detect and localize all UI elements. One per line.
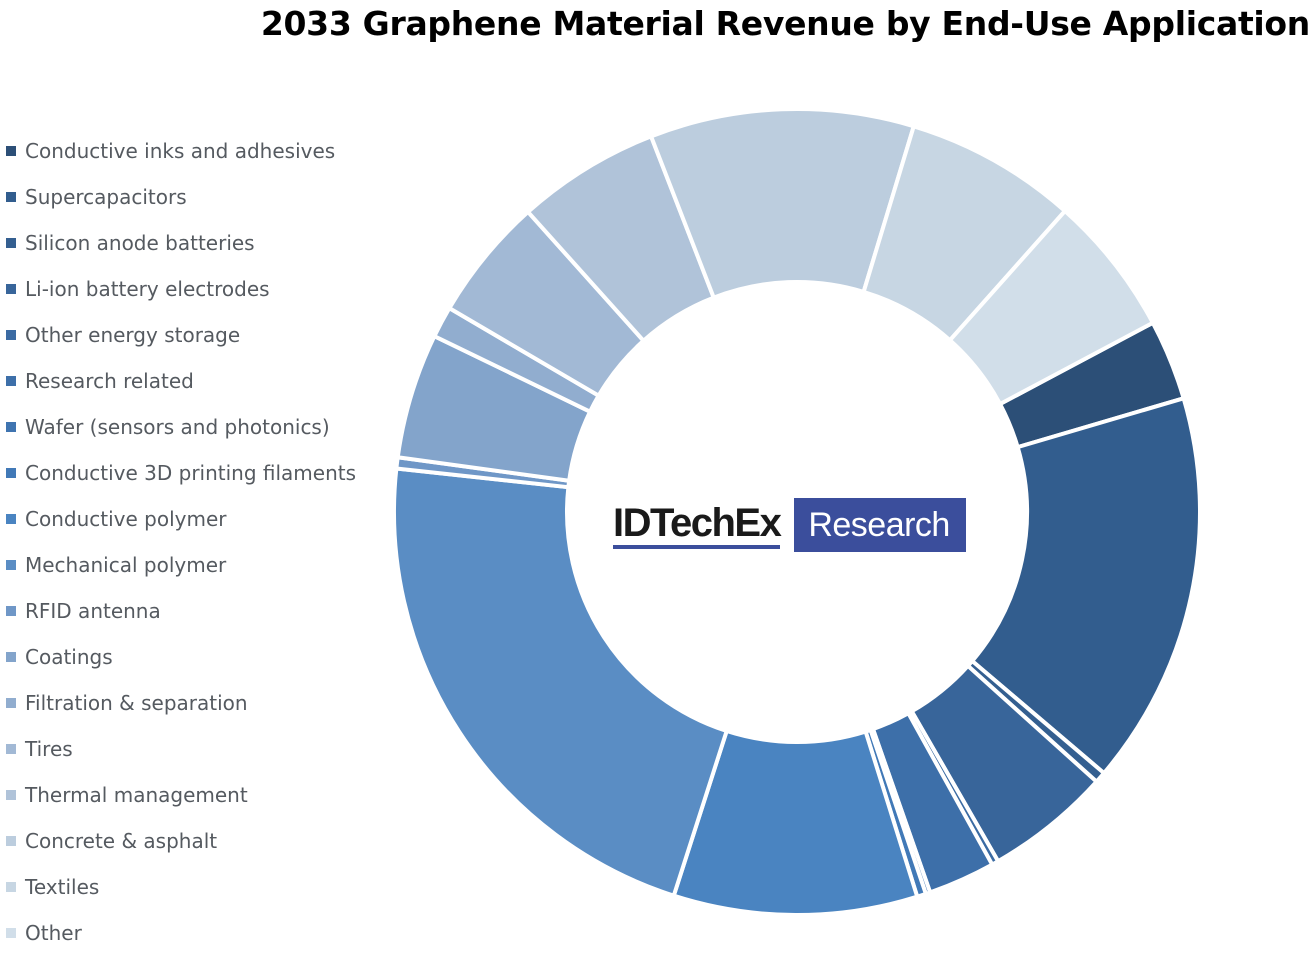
legend-swatch — [6, 698, 16, 708]
legend-item: Coatings — [6, 634, 356, 680]
logo-brand: IDTechEx — [613, 501, 782, 549]
legend-item: Thermal management — [6, 772, 356, 818]
legend-label: Conductive inks and adhesives — [25, 139, 336, 163]
legend-swatch — [6, 928, 16, 938]
legend-label: Wafer (sensors and photonics) — [25, 415, 330, 439]
legend-item: Concrete & asphalt — [6, 818, 356, 864]
legend-swatch — [6, 376, 16, 386]
legend-item: Other energy storage — [6, 312, 356, 358]
legend-label: Silicon anode batteries — [25, 231, 255, 255]
legend-swatch — [6, 836, 16, 846]
legend-item: RFID antenna — [6, 588, 356, 634]
legend-item: Conductive 3D printing filaments — [6, 450, 356, 496]
legend-item: Wafer (sensors and photonics) — [6, 404, 356, 450]
legend-label: Research related — [25, 369, 194, 393]
legend-item: Conductive inks and adhesives — [6, 128, 356, 174]
chart-title: 2033 Graphene Material Revenue by End-Us… — [260, 4, 1310, 43]
legend-label: Thermal management — [25, 783, 248, 807]
legend-label: Li-ion battery electrodes — [25, 277, 270, 301]
legend-swatch — [6, 744, 16, 754]
legend-label: Concrete & asphalt — [25, 829, 218, 853]
legend-swatch — [6, 652, 16, 662]
legend-item: Textiles — [6, 864, 356, 910]
legend-item: Research related — [6, 358, 356, 404]
legend-swatch — [6, 330, 16, 340]
logo-tag: Research — [794, 498, 966, 552]
legend-label: Supercapacitors — [25, 185, 187, 209]
legend-swatch — [6, 422, 16, 432]
legend-item: Tires — [6, 726, 356, 772]
idtechex-logo: IDTechEx Research — [613, 498, 966, 552]
legend-swatch — [6, 514, 16, 524]
legend-label: RFID antenna — [25, 599, 161, 623]
legend-swatch — [6, 468, 16, 478]
donut-slice — [392, 466, 729, 898]
legend-label: Mechanical polymer — [25, 553, 227, 577]
legend: Conductive inks and adhesives Supercapaci… — [6, 128, 356, 956]
legend-label: Textiles — [25, 875, 100, 899]
legend-swatch — [6, 146, 16, 156]
legend-swatch — [6, 606, 16, 616]
legend-label: Conductive 3D printing filaments — [25, 461, 357, 485]
legend-item: Filtration & separation — [6, 680, 356, 726]
donut-slice — [970, 396, 1202, 776]
legend-swatch — [6, 560, 16, 570]
legend-item: Li-ion battery electrodes — [6, 266, 356, 312]
legend-item: Conductive polymer — [6, 496, 356, 542]
legend-swatch — [6, 882, 16, 892]
legend-label: Other energy storage — [25, 323, 241, 347]
legend-swatch — [6, 284, 16, 294]
legend-label: Conductive polymer — [25, 507, 227, 531]
legend-swatch — [6, 238, 16, 248]
legend-item: Mechanical polymer — [6, 542, 356, 588]
legend-label: Tires — [25, 737, 73, 761]
donut-slice — [947, 209, 1155, 407]
legend-label: Coatings — [25, 645, 113, 669]
legend-item: Silicon anode batteries — [6, 220, 356, 266]
legend-swatch — [6, 790, 16, 800]
legend-label: Filtration & separation — [25, 691, 248, 715]
legend-item: Supercapacitors — [6, 174, 356, 220]
legend-swatch — [6, 192, 16, 202]
